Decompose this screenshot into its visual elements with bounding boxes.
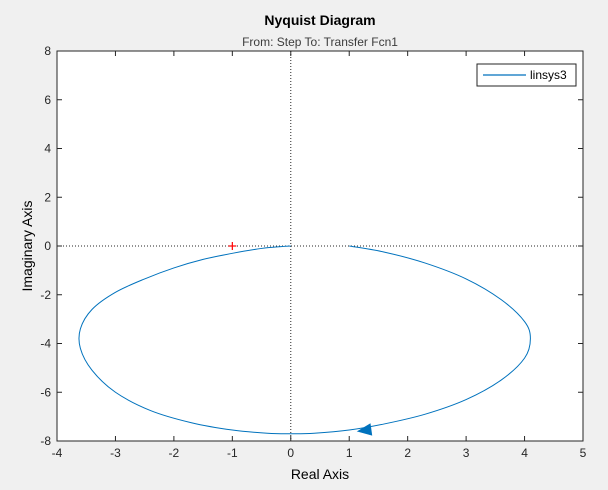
- critical-point-marker: [228, 242, 237, 250]
- y-tick-label: -8: [40, 434, 51, 448]
- x-axis-label: Real Axis: [291, 466, 349, 482]
- x-tick-label: 2: [404, 446, 411, 460]
- x-tick-label: 1: [346, 446, 353, 460]
- y-tick-label: -2: [40, 288, 51, 302]
- direction-arrow: [356, 423, 373, 436]
- x-tick-label: 4: [521, 446, 528, 460]
- x-tick-label: -3: [110, 446, 121, 460]
- y-tick-label: 8: [44, 44, 51, 58]
- chart-title: Nyquist Diagram: [264, 12, 375, 28]
- y-tick-label: 4: [44, 142, 51, 156]
- y-tick-label: -4: [40, 337, 51, 351]
- y-tick-label: 2: [44, 190, 51, 204]
- legend-box: [476, 63, 577, 87]
- x-tick-label: 5: [580, 446, 587, 460]
- y-tick-label: 6: [44, 93, 51, 107]
- x-tick-label: -2: [169, 446, 180, 460]
- y-axis-label: Imaginary Axis: [19, 200, 35, 291]
- axis-ticks: -4 -3 -2 -1 0 1 2 3 4 5 -8 -6 -4 -2 0 2 4 6 8: [40, 44, 586, 460]
- x-tick-label: 3: [463, 446, 470, 460]
- y-tick-label: -6: [40, 385, 51, 399]
- x-tick-label: 0: [287, 446, 294, 460]
- legend-label-linsys3: linsys3: [530, 68, 567, 82]
- x-tick-label: -1: [227, 446, 238, 460]
- chart-subtitle: From: Step To: Transfer Fcn1: [242, 35, 398, 49]
- legend[interactable]: linsys3: [476, 63, 577, 87]
- curve-layer: [78, 242, 531, 436]
- x-tick-label: -4: [52, 446, 63, 460]
- y-tick-label: 0: [44, 239, 51, 253]
- series-line-linsys3: [78, 245, 531, 435]
